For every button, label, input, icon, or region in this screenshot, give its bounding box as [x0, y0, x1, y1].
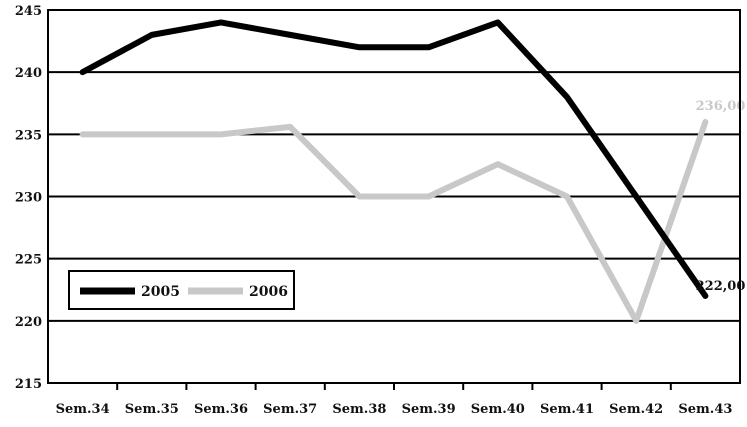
data-point-2006	[81, 132, 85, 136]
x-tick-label: Sem.40	[471, 402, 525, 417]
legend-label-2005: 2005	[141, 284, 180, 300]
data-point-2005	[703, 294, 707, 298]
data-point-2005	[496, 20, 500, 24]
data-point-2006	[219, 132, 223, 136]
end-value-label-2005: 222,00	[696, 279, 746, 294]
data-point-2006	[703, 120, 707, 124]
plot-frame	[47, 9, 741, 384]
x-tick-label: Sem.43	[678, 402, 732, 417]
series-lines	[79, 19, 709, 324]
x-tick-label: Sem.39	[402, 402, 456, 417]
x-axis-tick-labels: Sem.34 Sem.35 Sem.36 Sem.37 Sem.38 Sem.39 Sem.…	[56, 402, 733, 417]
x-tick-label: Sem.37	[263, 402, 317, 417]
y-tick-label: 230	[15, 191, 42, 206]
y-tick-label: 220	[15, 315, 42, 330]
series-line-2005	[79, 19, 709, 299]
y-tick-label: 240	[15, 66, 42, 81]
series-line-2006	[79, 118, 709, 324]
data-point-2005	[357, 45, 361, 49]
data-point-2006	[288, 125, 292, 129]
y-tick-label: 235	[15, 128, 42, 143]
y-tick-label: 245	[15, 4, 42, 19]
x-tick-label: Sem.34	[56, 402, 110, 417]
legend-label-2006: 2006	[249, 284, 288, 300]
end-value-labels: 222,00 236,00	[696, 99, 746, 294]
x-tick-label: Sem.36	[194, 402, 248, 417]
data-point-2006	[427, 195, 431, 198]
x-tick-label: Sem.41	[540, 402, 594, 417]
data-point-2006	[565, 195, 569, 198]
data-point-2005	[219, 20, 223, 24]
end-value-label-2006: 236,00	[696, 99, 746, 114]
x-axis-ticks	[116, 383, 672, 390]
y-axis-tick-labels: 215 220 225 230 235 240 245	[15, 4, 42, 392]
plot-border	[47, 9, 741, 384]
legend: 2005 2006	[68, 270, 295, 310]
data-point-2006	[634, 319, 638, 323]
data-point-2005	[150, 33, 154, 37]
data-point-2005	[634, 195, 638, 198]
data-point-2005	[288, 33, 292, 37]
data-point-2006	[496, 162, 500, 166]
y-tick-label: 215	[15, 377, 42, 392]
data-point-2006	[357, 195, 361, 198]
data-point-2005	[427, 45, 431, 49]
data-point-2005	[81, 70, 85, 74]
x-tick-label: Sem.35	[125, 402, 179, 417]
x-tick-label: Sem.42	[609, 402, 663, 417]
y-tick-label: 225	[15, 253, 42, 268]
data-point-2005	[565, 95, 569, 99]
x-tick-label: Sem.38	[332, 402, 386, 417]
data-point-2006	[150, 132, 154, 136]
